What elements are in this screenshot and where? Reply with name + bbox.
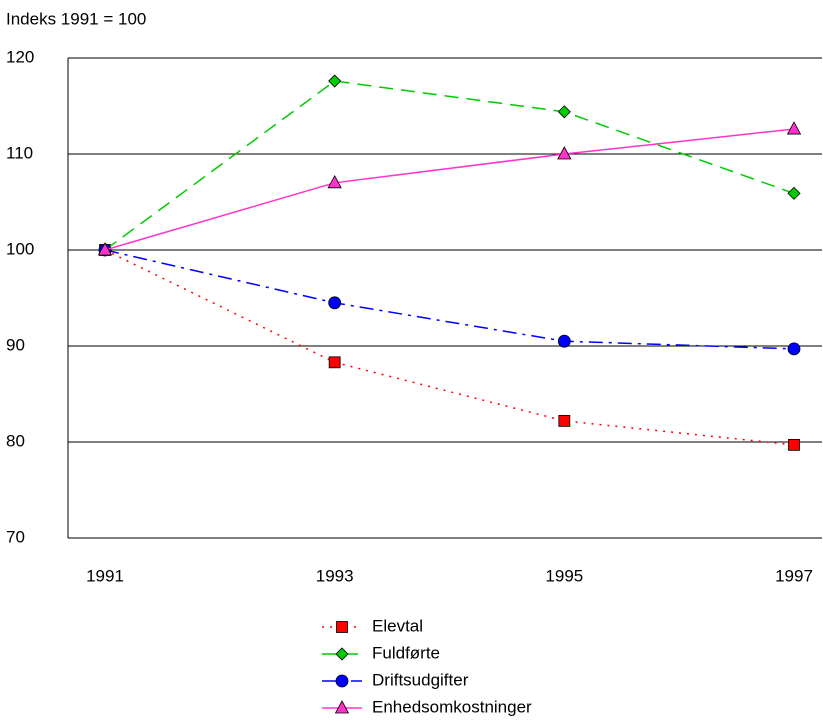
- y-tick-label: 120: [6, 47, 34, 66]
- data-point: [328, 356, 341, 369]
- series-line: [104, 80, 795, 251]
- legend-label: Elevtal: [372, 616, 423, 635]
- series-line: [104, 128, 795, 251]
- legend-marker: [334, 700, 350, 714]
- y-tick-label: 70: [6, 527, 25, 546]
- legend-marker: [335, 674, 349, 688]
- data-point: [787, 186, 801, 200]
- x-tick-label: 1997: [775, 566, 813, 585]
- data-point: [788, 438, 800, 451]
- y-tick-label: 100: [6, 239, 34, 258]
- data-point: [97, 242, 113, 256]
- data-point: [328, 296, 342, 310]
- legend-marker: [336, 621, 348, 633]
- series-line: [104, 249, 795, 446]
- legend-label: Enhedsomkostninger: [372, 697, 532, 716]
- legend-marker: [335, 647, 349, 661]
- series-line: [104, 249, 795, 350]
- data-point: [327, 174, 342, 189]
- data-point: [558, 414, 571, 427]
- y-tick-label: 90: [6, 335, 25, 354]
- data-point: [557, 146, 572, 160]
- data-point: [787, 342, 801, 356]
- data-point: [328, 74, 342, 88]
- x-tick-label: 1993: [316, 566, 354, 585]
- y-tick-label: 110: [6, 143, 33, 162]
- data-point: [557, 105, 571, 119]
- x-tick-label: 1991: [86, 566, 124, 585]
- legend-label: Driftsudgifter: [372, 670, 469, 689]
- data-point: [557, 334, 571, 348]
- y-axis-label: Indeks 1991 = 100: [6, 9, 146, 28]
- data-point: [786, 121, 802, 135]
- y-tick-label: 80: [6, 431, 25, 450]
- legend-label: Fuldførte: [372, 643, 440, 662]
- x-tick-label: 1995: [545, 566, 583, 585]
